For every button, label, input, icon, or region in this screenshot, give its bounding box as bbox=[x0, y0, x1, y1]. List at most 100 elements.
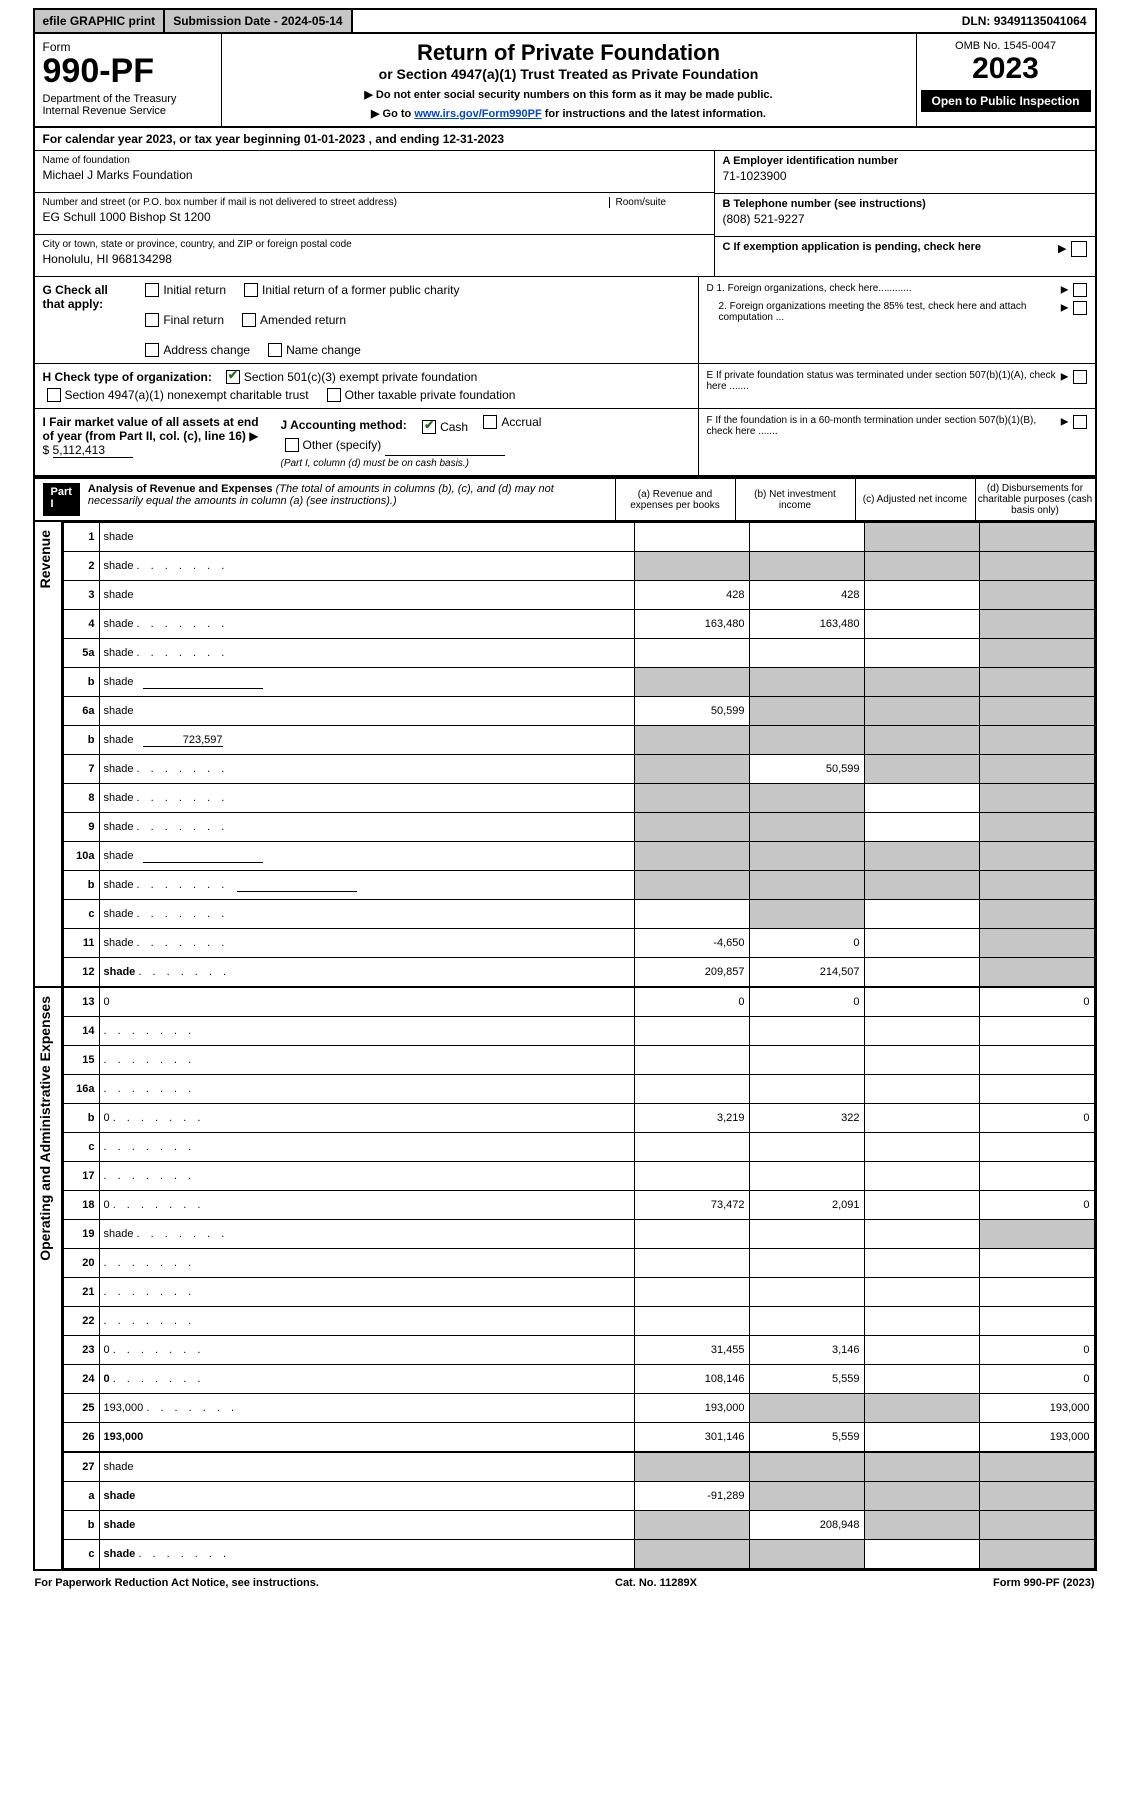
row-number: 25 bbox=[63, 1394, 99, 1423]
j-cash-checkbox[interactable] bbox=[422, 420, 436, 434]
cell-col-c bbox=[864, 1075, 979, 1104]
cell-col-a: 209,857 bbox=[634, 958, 749, 988]
e-checkbox[interactable] bbox=[1073, 370, 1087, 384]
row-number: 3 bbox=[63, 581, 99, 610]
cell-col-c bbox=[864, 1162, 979, 1191]
row-number: 20 bbox=[63, 1249, 99, 1278]
cell-col-d bbox=[979, 813, 1094, 842]
cell-col-a: -91,289 bbox=[634, 1482, 749, 1511]
cell-col-a bbox=[634, 523, 749, 552]
row-description: shade bbox=[99, 697, 634, 726]
row-number: b bbox=[63, 1511, 99, 1540]
table-row: cshade . . . . . . . bbox=[63, 900, 1094, 929]
cell-col-d: 193,000 bbox=[979, 1394, 1094, 1423]
cell-col-d bbox=[979, 668, 1094, 697]
submission-date-value: 2024-05-14 bbox=[281, 14, 342, 28]
row-number: b bbox=[63, 668, 99, 697]
cell-col-b bbox=[749, 1452, 864, 1482]
cell-col-b: 2,091 bbox=[749, 1191, 864, 1220]
cell-col-b bbox=[749, 1482, 864, 1511]
cell-col-c bbox=[864, 958, 979, 988]
table-row: 27shade bbox=[63, 1452, 1094, 1482]
dln: DLN: 93491135041064 bbox=[954, 10, 1095, 32]
cell-col-c bbox=[864, 1394, 979, 1423]
row-description: 0 . . . . . . . bbox=[99, 1191, 634, 1220]
row-number: 15 bbox=[63, 1046, 99, 1075]
j-note: (Part I, column (d) must be on cash basi… bbox=[281, 458, 542, 469]
table-row: 11shade . . . . . . .-4,6500 bbox=[63, 929, 1094, 958]
g-name-change[interactable] bbox=[268, 343, 282, 357]
d2-checkbox[interactable] bbox=[1073, 301, 1087, 315]
foundation-name: Michael J Marks Foundation bbox=[43, 168, 706, 182]
table-row: 19shade . . . . . . . bbox=[63, 1220, 1094, 1249]
cell-col-d bbox=[979, 871, 1094, 900]
row-description: shade . . . . . . . bbox=[99, 958, 634, 988]
cell-col-a: 163,480 bbox=[634, 610, 749, 639]
j-other-checkbox[interactable] bbox=[285, 438, 299, 452]
identity-block: Name of foundation Michael J Marks Found… bbox=[35, 151, 1095, 277]
cell-col-d bbox=[979, 900, 1094, 929]
cell-col-c bbox=[864, 842, 979, 871]
cell-col-b bbox=[749, 1307, 864, 1336]
row-description: . . . . . . . bbox=[99, 1249, 634, 1278]
h-other-taxable-checkbox[interactable] bbox=[327, 388, 341, 402]
g-initial-return[interactable] bbox=[145, 283, 159, 297]
cell-col-d bbox=[979, 1278, 1094, 1307]
g-final-return[interactable] bbox=[145, 313, 159, 327]
c-checkbox[interactable] bbox=[1071, 241, 1087, 257]
g-address-change[interactable] bbox=[145, 343, 159, 357]
section-g-row: G Check all that apply: Initial return I… bbox=[35, 277, 1095, 364]
cell-col-c bbox=[864, 1017, 979, 1046]
cell-col-a bbox=[634, 1162, 749, 1191]
year-block: OMB No. 1545-0047 2023 Open to Public In… bbox=[916, 34, 1095, 126]
cell-col-d: 0 bbox=[979, 987, 1094, 1017]
cell-col-d: 0 bbox=[979, 1365, 1094, 1394]
row-description: 0 . . . . . . . bbox=[99, 1104, 634, 1133]
cell-col-d bbox=[979, 784, 1094, 813]
cell-col-b: 428 bbox=[749, 581, 864, 610]
cal-end: 12-31-2023 bbox=[443, 132, 504, 146]
g-initial-former[interactable] bbox=[244, 283, 258, 297]
part1-table: Revenue Operating and Administrative Exp… bbox=[35, 522, 1095, 1569]
f-checkbox[interactable] bbox=[1073, 415, 1087, 429]
cell-col-b bbox=[749, 1278, 864, 1307]
row-number: 2 bbox=[63, 552, 99, 581]
cell-col-a: 3,219 bbox=[634, 1104, 749, 1133]
g-options: Initial return Initial return of a forme… bbox=[141, 283, 689, 357]
footer-mid: Cat. No. 11289X bbox=[615, 1577, 697, 1589]
cell-col-c bbox=[864, 1482, 979, 1511]
goto-link[interactable]: www.irs.gov/Form990PF bbox=[414, 108, 541, 120]
j-accrual-checkbox[interactable] bbox=[483, 415, 497, 429]
cell-col-c bbox=[864, 1191, 979, 1220]
row-number: 6a bbox=[63, 697, 99, 726]
cell-col-a bbox=[634, 1075, 749, 1104]
address-label: Number and street (or P.O. box number if… bbox=[43, 197, 609, 208]
cell-col-b bbox=[749, 639, 864, 668]
table-row: 240 . . . . . . .108,1465,5590 bbox=[63, 1365, 1094, 1394]
goto-post: for instructions and the latest informat… bbox=[542, 108, 766, 120]
g-amended-return[interactable] bbox=[242, 313, 256, 327]
form-title-block: Return of Private Foundation or Section … bbox=[222, 34, 916, 126]
calendar-year-row: For calendar year 2023, or tax year begi… bbox=[35, 128, 1095, 151]
submission-date-label: Submission Date - bbox=[173, 14, 281, 28]
i-label: I Fair market value of all assets at end… bbox=[43, 415, 259, 443]
row-description: shade 723,597 bbox=[99, 726, 634, 755]
efile-print[interactable]: efile GRAPHIC print bbox=[35, 10, 166, 32]
cell-col-c bbox=[864, 1307, 979, 1336]
cell-col-b: 5,559 bbox=[749, 1365, 864, 1394]
cell-col-b bbox=[749, 726, 864, 755]
h-501c3-checkbox[interactable] bbox=[226, 370, 240, 384]
h-4947-checkbox[interactable] bbox=[47, 388, 61, 402]
table-row: 180 . . . . . . .73,4722,0910 bbox=[63, 1191, 1094, 1220]
table-row: 12shade . . . . . . .209,857214,507 bbox=[63, 958, 1094, 988]
row-description: shade bbox=[99, 1482, 634, 1511]
cell-col-d bbox=[979, 1220, 1094, 1249]
goto-line: ▶ Go to www.irs.gov/Form990PF for instru… bbox=[230, 107, 908, 120]
cell-col-d bbox=[979, 929, 1094, 958]
cell-col-d: 193,000 bbox=[979, 1423, 1094, 1453]
d1-checkbox[interactable] bbox=[1073, 283, 1087, 297]
row-number: 10a bbox=[63, 842, 99, 871]
cal-begin: 01-01-2023 bbox=[304, 132, 365, 146]
e-label: E If private foundation status was termi… bbox=[707, 370, 1061, 392]
revenue-side-label: Revenue bbox=[35, 522, 55, 596]
